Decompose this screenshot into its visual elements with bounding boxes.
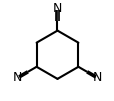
Text: N: N: [52, 2, 62, 15]
Text: N: N: [92, 72, 102, 84]
Text: N: N: [12, 72, 22, 84]
